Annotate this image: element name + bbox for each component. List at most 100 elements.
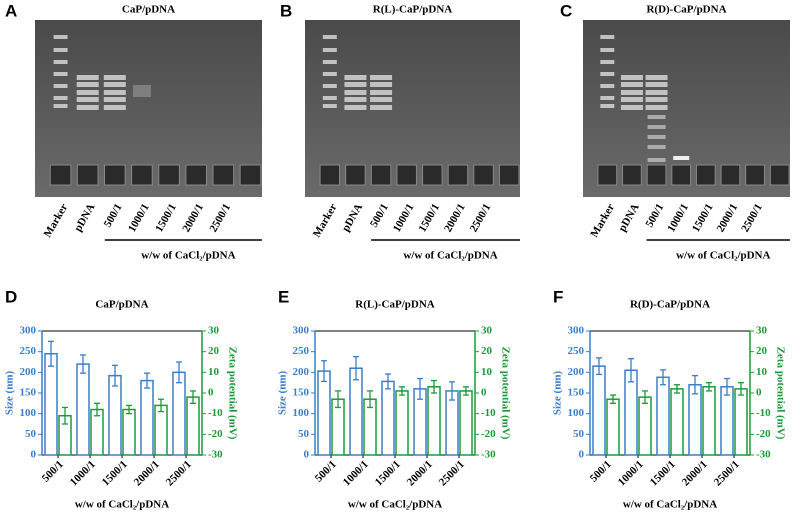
error-bar [692, 374, 698, 395]
x-tick-label: 500/1 [588, 458, 614, 484]
gel-band [76, 97, 99, 102]
y2-tick-label: 10 [756, 366, 768, 378]
gel-well [695, 164, 716, 186]
gel-band [620, 90, 643, 95]
gel-band [76, 105, 99, 110]
gel-band [600, 96, 615, 100]
y2-tick-label: -30 [756, 449, 771, 461]
error-bar [144, 372, 150, 389]
y2-tick-label: 20 [481, 345, 493, 357]
y-tick-label: 150 [568, 387, 585, 399]
bar [44, 352, 58, 456]
error-bar [190, 390, 196, 404]
gel-band [620, 82, 643, 87]
y2-tick-label: -10 [208, 407, 223, 419]
bar [427, 386, 441, 456]
gel-band [53, 60, 68, 64]
bar [381, 380, 395, 456]
lane-label: 2500/1 [739, 202, 765, 234]
error-bar [80, 354, 86, 374]
panel-letter: B [280, 1, 292, 20]
bar [186, 396, 200, 456]
y2-axis-label: Zeta potential (mV) [226, 347, 238, 440]
x-tick-label: 1500/1 [100, 458, 130, 488]
y-tick-label: 250 [293, 345, 310, 357]
bar [656, 376, 670, 456]
y2-tick-label: 0 [756, 387, 762, 399]
error-bar [367, 390, 373, 409]
y2-tick-label: 20 [208, 345, 220, 357]
gel-band [647, 145, 666, 149]
panel-letter: F [553, 287, 563, 306]
gel-band [132, 85, 151, 97]
error-bar [431, 379, 437, 394]
gel-band [322, 60, 337, 64]
error-bar [399, 386, 405, 396]
lane-label: 500/1 [102, 202, 125, 230]
x-tick-label: 1000/1 [616, 458, 646, 488]
gel-well [769, 164, 790, 186]
y2-tick-label: 10 [481, 366, 493, 378]
y-tick-label: 200 [568, 366, 585, 378]
x-tick-label: 2500/1 [437, 458, 467, 488]
bar [606, 398, 620, 456]
gel-band [370, 90, 393, 95]
chart-title: R(L)-CaP/pDNA [355, 299, 434, 311]
bar [624, 369, 638, 456]
error-bar [463, 386, 469, 396]
gel-band [647, 158, 666, 162]
gel-band [600, 35, 615, 39]
panel-letter: A [5, 1, 17, 20]
gel-band [53, 84, 68, 88]
bar [154, 404, 168, 456]
error-bar [62, 406, 68, 425]
bar [172, 371, 186, 456]
gel-band [322, 48, 337, 52]
x-tick-label: 2500/1 [712, 458, 742, 488]
gel-well [239, 164, 262, 186]
gel-band [647, 125, 666, 129]
gel-well [646, 164, 667, 186]
gel-band [370, 75, 393, 80]
gel-well [158, 164, 180, 186]
lane-label: 1500/1 [690, 202, 716, 234]
gel-band [370, 82, 393, 87]
gel-band [645, 105, 668, 110]
gel-well [447, 164, 469, 186]
y-tick-label: 0 [31, 449, 37, 461]
y2-tick-label: -30 [481, 449, 496, 461]
error-bar [660, 369, 666, 386]
y2-tick-label: 20 [756, 345, 768, 357]
lane-label: Marker [42, 202, 71, 240]
gel-well [319, 164, 341, 186]
y2-tick-label: 0 [208, 387, 214, 399]
gel-band [600, 72, 615, 76]
y2-tick-label: 30 [481, 325, 493, 337]
gel-band [647, 115, 666, 119]
x-axis-label: w/w of CaCl₂/pDNA [623, 499, 717, 511]
x-tick-label: 2500/1 [164, 458, 194, 488]
gel-band [344, 75, 367, 80]
x-axis-label: w/w of CaCl₂/pDNA [348, 499, 442, 511]
panel-letter: D [5, 287, 17, 306]
lane-label: 500/1 [643, 202, 666, 230]
gel-band [673, 156, 690, 160]
gel-band [322, 104, 337, 108]
chart-title: R(D)-CaP/pDNA [630, 299, 710, 311]
panel-letter: E [278, 287, 289, 306]
gel-band [322, 84, 337, 88]
gel-band [620, 75, 643, 80]
bar [720, 386, 734, 456]
bar [108, 374, 122, 456]
gel-band [76, 90, 99, 95]
gel-well [212, 164, 235, 186]
y-tick-label: 250 [20, 345, 37, 357]
lane-label: 2500/1 [207, 202, 233, 234]
gel-band [600, 84, 615, 88]
x-tick-label: 500/1 [40, 458, 66, 484]
bar [702, 386, 716, 456]
gel-band [344, 97, 367, 102]
y2-axis-label: Zeta potential (mV) [499, 347, 511, 440]
gel-well [345, 164, 366, 186]
